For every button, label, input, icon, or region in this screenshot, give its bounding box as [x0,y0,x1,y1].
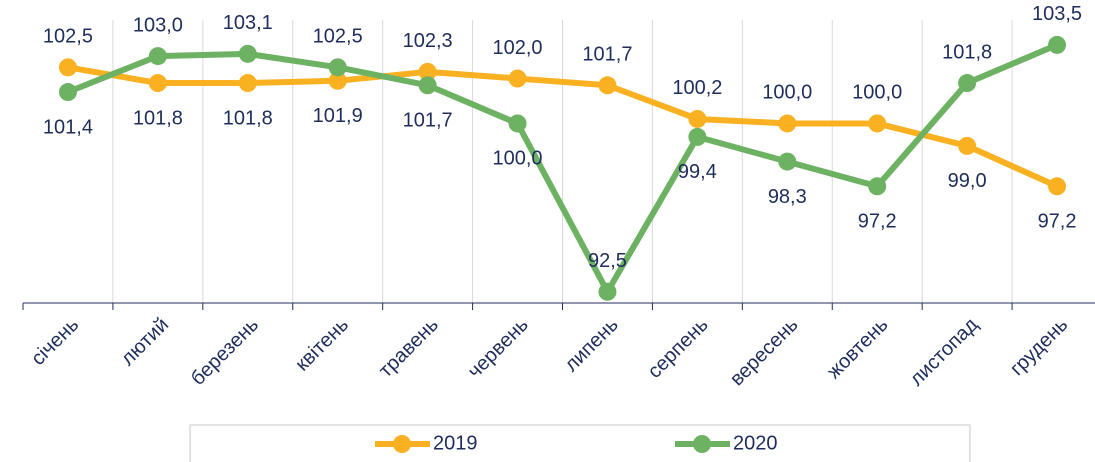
marker [418,76,437,95]
x-tick-label: червень [464,314,533,383]
marker [148,47,167,66]
marker [598,76,617,95]
data-label: 101,4 [43,116,93,138]
marker [418,62,437,81]
legend-label: 2020 [733,432,778,454]
data-label: 98,3 [768,186,807,208]
data-label: 101,8 [133,107,183,129]
marker [688,109,707,128]
marker [688,127,707,146]
line [66,42,1059,295]
marker [328,71,347,90]
line [67,64,1059,190]
data-label: 103,5 [1032,3,1082,25]
marker [238,44,257,63]
marker [238,74,257,93]
x-tick-label: жовтень [823,314,892,383]
x-tick-label: вересень [726,314,803,391]
marker [58,83,77,102]
x-tick-label: травень [375,314,443,382]
data-label: 92,5 [588,250,627,272]
marker [508,69,527,88]
x-tick-label: липень [560,314,622,376]
data-label: 101,8 [223,107,273,129]
data-label: 102,0 [493,37,543,59]
legend-marker [693,435,711,453]
x-tick-label: січень [27,314,83,370]
legend-label: 2019 [433,432,478,454]
marker [778,114,797,133]
data-label: 101,8 [942,41,992,63]
x-tick-label: квітень [291,314,353,376]
x-tick-label: листопад [906,313,983,390]
data-label: 100,0 [762,82,812,104]
marker [508,114,527,133]
marker [958,136,977,155]
data-label: 99,0 [948,170,987,192]
legend-box [189,424,971,462]
data-label: 100,2 [672,77,722,99]
data-label: 97,2 [858,211,897,233]
x-tick-label: серпень [644,314,713,383]
data-label: 101,9 [313,105,363,127]
data-label: 103,0 [133,14,183,36]
marker [58,58,77,77]
marker [1048,35,1067,54]
x-tick-label: березень [187,314,263,390]
marker [958,74,977,93]
marker [778,152,797,171]
data-label: 99,4 [678,161,717,183]
marker [148,74,167,93]
data-label: 101,7 [403,110,453,132]
marker [328,58,347,77]
data-label: 102,5 [313,26,363,48]
marker [868,114,887,133]
x-tick-label: грудень [1006,314,1072,380]
data-label: 100,0 [852,82,902,104]
legend-marker [393,435,411,453]
marker [598,282,617,301]
data-label: 102,5 [43,26,93,48]
data-label: 103,1 [223,12,273,34]
x-tick-label: лютий [117,314,173,370]
data-label: 102,3 [403,30,453,52]
marker [868,177,887,196]
data-label: 101,7 [582,44,632,66]
data-label: 97,2 [1038,211,1077,233]
marker [1048,177,1067,196]
data-label: 100,0 [493,148,543,170]
